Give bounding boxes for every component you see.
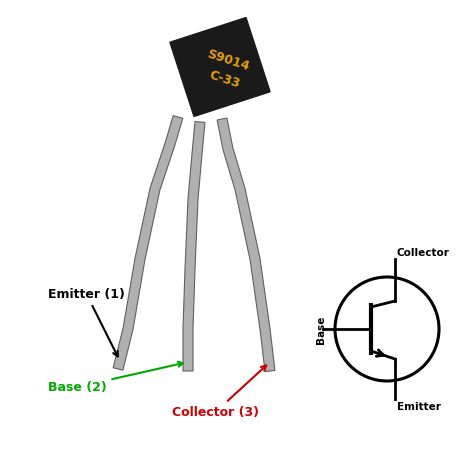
Text: Collector: Collector: [397, 247, 450, 257]
Polygon shape: [170, 19, 270, 117]
Text: S9014: S9014: [205, 47, 251, 73]
Text: Base (2): Base (2): [48, 362, 183, 394]
Text: Collector (3): Collector (3): [172, 366, 266, 419]
Text: Emitter (1): Emitter (1): [48, 288, 125, 357]
Polygon shape: [183, 122, 205, 371]
Polygon shape: [113, 116, 183, 370]
Text: Base: Base: [316, 315, 326, 344]
Text: C-33: C-33: [208, 69, 242, 91]
Text: Emitter: Emitter: [397, 401, 441, 411]
Polygon shape: [217, 119, 275, 372]
